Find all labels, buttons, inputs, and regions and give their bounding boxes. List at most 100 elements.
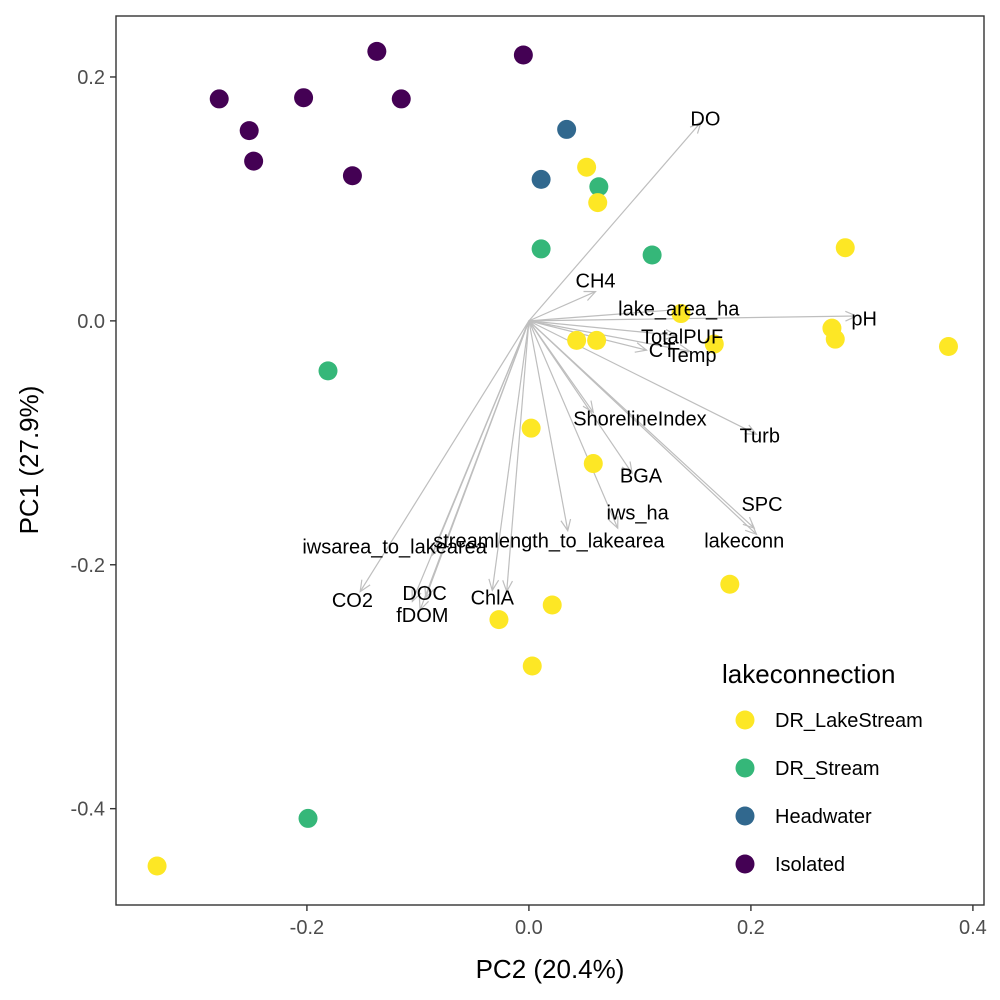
vector-label: CH4 xyxy=(576,271,616,293)
legend-label: Isolated xyxy=(775,854,845,876)
vector-label: iwsarea_to_lakearea xyxy=(302,536,487,558)
score-point xyxy=(720,574,740,594)
loading-arrowhead xyxy=(359,579,371,593)
axes: -0.2 0.0 0.2 0.4 -0.4 -0.2 0.0 0.2 xyxy=(71,67,987,939)
loading-arrowhead xyxy=(678,344,692,355)
legend-key xyxy=(735,854,755,874)
score-point xyxy=(583,454,603,474)
score-point xyxy=(239,121,259,141)
score-point xyxy=(513,45,533,65)
score-point xyxy=(938,336,958,356)
loading-arrow xyxy=(411,320,530,602)
vector-label: iws_ha xyxy=(607,502,670,524)
score-points xyxy=(147,41,958,876)
loading-arrow xyxy=(528,320,690,352)
loading-arrow xyxy=(359,320,530,592)
vector-label: pH xyxy=(851,308,877,330)
score-point xyxy=(531,239,551,259)
y-tick-label: 0.0 xyxy=(77,311,105,333)
loading-arrowhead xyxy=(582,400,595,414)
legend-key xyxy=(735,710,755,730)
loading-arrow xyxy=(528,320,569,531)
loading-arrowhead xyxy=(742,516,756,530)
vector-label: Temp xyxy=(668,345,717,367)
loading-arrow xyxy=(528,320,757,435)
score-point xyxy=(342,166,362,186)
loading-vectors xyxy=(359,120,858,612)
y-tick-label: -0.2 xyxy=(71,555,105,577)
x-tick-label: 0.0 xyxy=(515,917,543,939)
score-point xyxy=(521,418,541,438)
x-tick-label: -0.2 xyxy=(290,917,324,939)
score-point xyxy=(567,330,587,350)
loading-arrowhead xyxy=(411,589,422,603)
vector-label: fDOM xyxy=(396,605,448,627)
score-point xyxy=(587,330,607,350)
vector-label: TotalPUF xyxy=(641,327,723,349)
legend-key xyxy=(735,806,755,826)
vector-label: streamlength_to_lakearea xyxy=(433,530,665,552)
loading-arrow xyxy=(528,320,619,529)
score-point xyxy=(391,89,411,109)
legend: lakeconnection DR_LakeStream DR_Stream Head… xyxy=(722,659,923,876)
loading-arrow xyxy=(528,320,755,529)
legend-label: DR_LakeStream xyxy=(775,710,923,732)
y-axis-title: PC1 (27.9%) xyxy=(14,386,44,535)
score-point xyxy=(147,856,167,876)
y-tick-label: 0.2 xyxy=(77,67,105,89)
vector-label: ShorelineIndex xyxy=(573,408,706,430)
score-point xyxy=(577,157,597,177)
loading-arrowhead xyxy=(845,310,858,322)
vector-label: SPC xyxy=(741,494,782,516)
loading-arrow xyxy=(528,315,857,322)
loading-arrow xyxy=(528,320,677,337)
vector-label: BGA xyxy=(620,466,663,488)
loading-arrowhead xyxy=(560,518,572,533)
loading-arrow xyxy=(419,320,530,611)
x-tick-label: 0.4 xyxy=(959,917,987,939)
loading-arrowhead xyxy=(608,516,619,530)
vector-label: CT xyxy=(649,340,676,362)
legend-label: Headwater xyxy=(775,806,872,828)
score-point xyxy=(557,119,577,139)
loading-arrow xyxy=(528,320,647,351)
vector-label: CO2 xyxy=(332,590,373,612)
vector-label: Turb xyxy=(740,426,780,448)
legend-label: DR_Stream xyxy=(775,758,879,780)
loading-arrowhead xyxy=(424,585,435,600)
loading-arrowhead xyxy=(634,342,648,353)
score-point xyxy=(522,656,542,676)
vector-label: DO xyxy=(690,108,720,130)
legend-key xyxy=(735,758,755,778)
score-point xyxy=(825,329,845,349)
score-point xyxy=(531,169,551,189)
x-axis-title: PC2 (20.4%) xyxy=(476,954,625,984)
loading-arrowhead xyxy=(744,424,758,435)
score-point xyxy=(244,151,264,171)
score-point xyxy=(589,177,609,197)
loading-arrowhead xyxy=(583,290,597,301)
loading-arrowhead xyxy=(621,461,633,475)
score-point xyxy=(489,610,509,630)
loading-arrowhead xyxy=(664,329,679,340)
loading-arrow xyxy=(528,291,596,322)
score-point xyxy=(367,41,387,61)
score-point xyxy=(209,89,229,109)
legend-title: lakeconnection xyxy=(722,659,895,689)
score-point xyxy=(835,238,855,258)
score-point xyxy=(704,334,724,354)
x-tick-label: 0.2 xyxy=(737,917,765,939)
vector-label: DOC xyxy=(402,583,446,605)
score-point xyxy=(588,193,608,213)
loading-arrowhead xyxy=(431,542,442,557)
loading-arrow xyxy=(528,121,702,322)
score-point xyxy=(642,245,662,265)
loading-arrow xyxy=(506,320,530,592)
score-point xyxy=(318,361,338,381)
score-point xyxy=(671,304,691,324)
loading-arrowhead xyxy=(488,578,500,592)
loading-arrowhead xyxy=(689,120,702,134)
vector-label: lake_area_ha xyxy=(618,299,740,321)
